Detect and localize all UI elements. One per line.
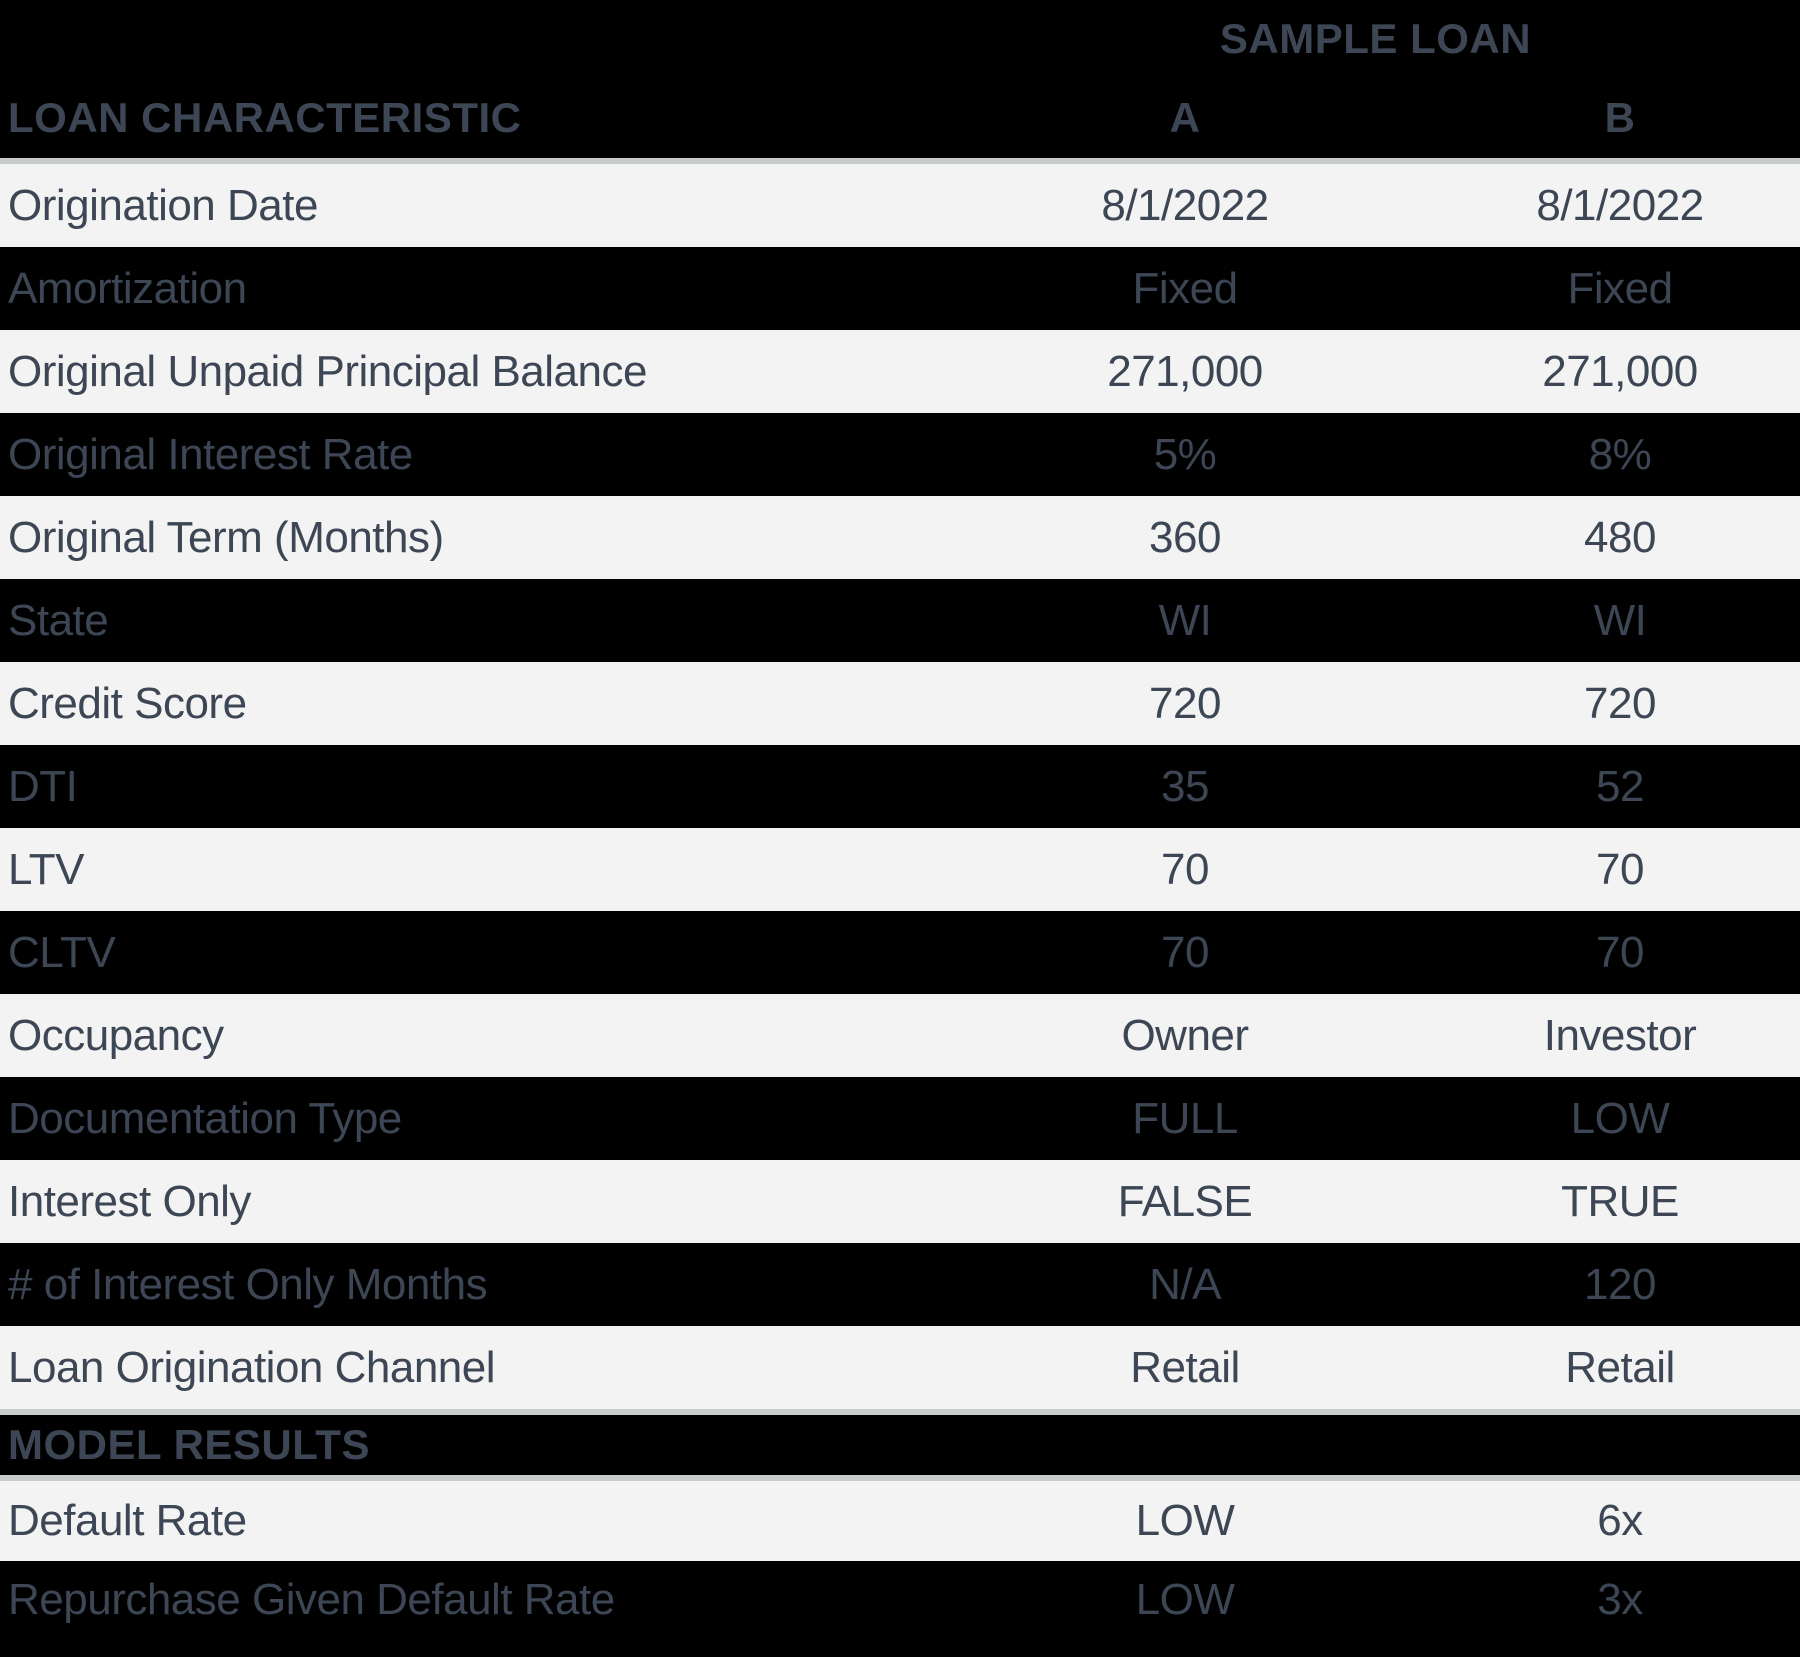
table-row-interest-only: Interest Only FALSE TRUE	[0, 1160, 1800, 1243]
row-label: LTV	[8, 844, 84, 894]
table-row-origination-date: Origination Date 8/1/2022 8/1/2022	[0, 164, 1800, 247]
table-header-columns-row: LOAN CHARACTERISTIC A B	[0, 78, 1800, 158]
row-label: DTI	[8, 761, 78, 811]
value-b: 3x	[1597, 1575, 1643, 1624]
table-row-state: State WI WI	[0, 579, 1800, 662]
section-divider-below-results-header	[0, 1475, 1800, 1481]
value-b: TRUE	[1561, 1176, 1679, 1226]
section-title: MODEL RESULTS	[8, 1421, 370, 1468]
row-label: CLTV	[8, 927, 116, 977]
row-label: Occupancy	[8, 1010, 224, 1060]
table-row-amortization: Amortization Fixed Fixed	[0, 247, 1800, 330]
row-label: Repurchase Given Default Rate	[8, 1575, 615, 1624]
table-row-default-rate: Default Rate LOW 6x	[0, 1481, 1800, 1561]
model-results-section-header: MODEL RESULTS	[0, 1415, 1800, 1475]
row-label: Original Unpaid Principal Balance	[8, 346, 647, 396]
table-row-dti: DTI 35 52	[0, 745, 1800, 828]
value-b: 120	[1584, 1259, 1656, 1309]
value-a: 271,000	[1107, 346, 1263, 396]
value-b: 8/1/2022	[1536, 180, 1704, 230]
value-b: WI	[1593, 595, 1647, 645]
value-a: FULL	[1132, 1093, 1238, 1143]
table-header-group-row: SAMPLE LOAN	[0, 0, 1800, 78]
value-b: Investor	[1543, 1010, 1697, 1060]
row-label: Credit Score	[8, 678, 247, 728]
row-label: Origination Date	[8, 180, 318, 230]
table-row-credit-score: Credit Score 720 720	[0, 662, 1800, 745]
table-row-documentation-type: Documentation Type FULL LOW	[0, 1077, 1800, 1160]
value-b: 720	[1584, 678, 1656, 728]
value-a: N/A	[1149, 1259, 1221, 1309]
value-a: 8/1/2022	[1101, 180, 1269, 230]
table-row-original-term: Original Term (Months) 360 480	[0, 496, 1800, 579]
value-b: 70	[1596, 844, 1644, 894]
value-b: 6x	[1597, 1496, 1643, 1545]
value-b: 70	[1596, 927, 1644, 977]
column-header-a: A	[1169, 94, 1201, 141]
value-b: Fixed	[1567, 263, 1673, 313]
value-a: Retail	[1130, 1342, 1240, 1392]
value-a: FALSE	[1117, 1176, 1253, 1226]
row-label: Default Rate	[8, 1496, 247, 1545]
row-label: Interest Only	[8, 1176, 251, 1226]
value-a: 720	[1149, 678, 1221, 728]
value-a: 70	[1161, 844, 1209, 894]
value-a: LOW	[1135, 1496, 1235, 1545]
row-label: # of Interest Only Months	[8, 1259, 488, 1309]
row-label: Loan Origination Channel	[8, 1342, 496, 1392]
row-label: State	[8, 595, 109, 645]
value-a: 360	[1149, 512, 1221, 562]
row-label: Documentation Type	[8, 1093, 402, 1143]
value-b: 271,000	[1542, 346, 1698, 396]
table-row-loan-origination-channel: Loan Origination Channel Retail Retail	[0, 1326, 1800, 1409]
value-a: 5%	[1153, 429, 1217, 479]
section-divider-top	[0, 158, 1800, 164]
value-b: LOW	[1570, 1093, 1670, 1143]
loan-characteristic-header: LOAN CHARACTERISTIC	[8, 94, 522, 141]
table-row-repurchase-given-default-rate: Repurchase Given Default Rate LOW 3x	[0, 1561, 1800, 1657]
value-b: 8%	[1588, 429, 1652, 479]
value-b: 52	[1596, 761, 1644, 811]
table-row-original-upb: Original Unpaid Principal Balance 271,00…	[0, 330, 1800, 413]
sample-loan-group-header: SAMPLE LOAN	[1219, 15, 1532, 62]
row-label: Original Interest Rate	[8, 429, 413, 479]
section-divider-above-results	[0, 1409, 1800, 1415]
table-row-ltv: LTV 70 70	[0, 828, 1800, 911]
table-row-occupancy: Occupancy Owner Investor	[0, 994, 1800, 1077]
row-label: Amortization	[8, 263, 247, 313]
value-a: 70	[1161, 927, 1209, 977]
table-row-original-interest-rate: Original Interest Rate 5% 8%	[0, 413, 1800, 496]
value-a: Owner	[1121, 1010, 1249, 1060]
value-b: Retail	[1565, 1342, 1675, 1392]
row-label: Original Term (Months)	[8, 512, 444, 562]
value-a: 35	[1161, 761, 1209, 811]
value-a: LOW	[1135, 1575, 1235, 1624]
table-row-cltv: CLTV 70 70	[0, 911, 1800, 994]
table-row-interest-only-months: # of Interest Only Months N/A 120	[0, 1243, 1800, 1326]
value-b: 480	[1584, 512, 1656, 562]
column-header-b: B	[1604, 94, 1636, 141]
value-a: WI	[1158, 595, 1212, 645]
value-a: Fixed	[1132, 263, 1238, 313]
